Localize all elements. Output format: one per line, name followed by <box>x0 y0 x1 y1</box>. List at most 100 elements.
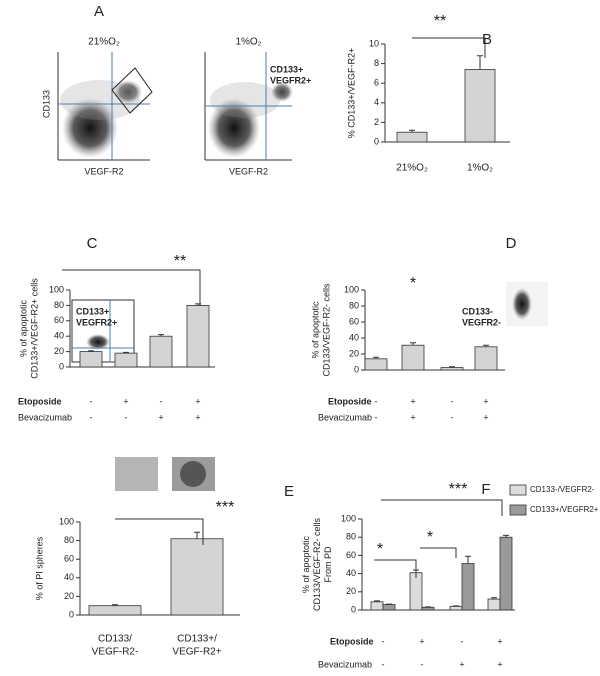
legend-swatch <box>509 504 527 516</box>
error-bar <box>194 531 200 539</box>
error-bar <box>374 600 380 602</box>
x-tick-label: CD133+/VEGF-R2+ <box>172 633 221 657</box>
bar <box>364 358 388 371</box>
treatment-sign: - <box>451 412 454 422</box>
y-tick-label: 80 <box>54 300 64 310</box>
treatment-sign: + <box>410 396 415 406</box>
legend-label: CD133-/VEGFR2- <box>530 485 595 494</box>
error-bar <box>158 334 164 337</box>
bar <box>449 605 463 611</box>
y-tick-label: 8 <box>374 58 379 68</box>
significance: ** <box>174 253 186 270</box>
y-tick-label: 4 <box>374 97 379 107</box>
error-bar <box>483 344 489 347</box>
density <box>271 82 293 102</box>
significance: ** <box>434 13 446 30</box>
density <box>512 288 532 320</box>
y-tick-label: 60 <box>346 550 356 560</box>
y-tick-label: 0 <box>354 364 359 374</box>
y-tick-label: 0 <box>59 361 64 371</box>
treatment-sign: - <box>375 396 378 406</box>
y-tick-label: 100 <box>59 516 74 526</box>
treatment-sign: + <box>483 396 488 406</box>
bar <box>114 352 138 368</box>
y-axis-label: % of apoptoticCD133+/VEGF-R2+ cells <box>19 278 40 379</box>
treatment-sign: - <box>382 636 385 646</box>
error-bar <box>88 350 94 352</box>
density <box>208 98 260 158</box>
y-tick-label: 60 <box>64 554 74 564</box>
treatment-sign: + <box>123 396 128 406</box>
y-tick-label: 6 <box>374 78 379 88</box>
x-axis-label: VEGF-R2 <box>84 166 123 176</box>
bar <box>499 536 513 611</box>
significance: *** <box>216 499 235 516</box>
plot-title: 21%O₂ <box>88 37 120 48</box>
gate-label: CD133+ VEGFR2+ <box>270 65 311 86</box>
error-bar <box>112 604 118 606</box>
legend-label: CD133+/VEGFR2+ <box>530 505 599 514</box>
treatment-sign: - <box>125 412 128 422</box>
panel-letter: E <box>284 483 294 500</box>
y-tick-label: 20 <box>349 348 359 358</box>
bar <box>382 604 396 611</box>
y-tick-label: 0 <box>69 609 74 619</box>
bracket <box>374 559 417 578</box>
bar <box>170 538 224 616</box>
y-axis-label: CD133 <box>41 90 51 118</box>
bar <box>401 344 425 371</box>
error-bar <box>477 55 483 70</box>
y-tick-label: 0 <box>374 136 379 146</box>
bar <box>409 572 423 611</box>
panel-letter: D <box>506 235 517 252</box>
treatment-label: Bevacizumab <box>318 412 372 422</box>
sphere-image <box>115 457 158 491</box>
y-axis-label: % of PI spheres <box>34 536 44 600</box>
y-axis-label: % of apoptoticCD133/VEGF-R2- cellsFrom P… <box>301 517 333 611</box>
bar <box>149 335 173 368</box>
y-tick-label: 40 <box>54 331 64 341</box>
treatment-sign: + <box>497 659 502 669</box>
significance: *** <box>449 481 468 498</box>
y-tick-label: 80 <box>64 535 74 545</box>
treatment-sign: - <box>461 636 464 646</box>
y-tick-label: 80 <box>349 300 359 310</box>
bar <box>370 601 384 611</box>
treatment-label: Etoposide <box>18 396 62 406</box>
treatment-sign: + <box>195 396 200 406</box>
error-bar <box>410 342 416 346</box>
gate <box>111 67 153 114</box>
error-bar <box>449 366 455 368</box>
bar <box>461 563 475 611</box>
significance: * <box>427 529 433 546</box>
flow-plot-1 <box>57 52 153 161</box>
panel-letter: B <box>482 31 492 48</box>
x-tick-label: 21%O₂ <box>396 163 428 174</box>
error-bar <box>491 597 497 600</box>
bar <box>421 606 435 611</box>
treatment-sign: - <box>90 396 93 406</box>
treatment-sign: - <box>375 412 378 422</box>
error-bar <box>465 555 471 564</box>
y-tick-label: 40 <box>346 568 356 578</box>
y-axis-label: % CD133+/VEGF-R2+ <box>346 48 356 139</box>
plot-title: 1%O₂ <box>235 37 261 48</box>
treatment-label: Bevacizumab <box>18 412 72 422</box>
y-tick-label: 0 <box>351 604 356 614</box>
x-tick-label: CD133/VEGF-R2- <box>92 633 139 657</box>
treatment-label: Etoposide <box>330 636 374 646</box>
significance: * <box>377 541 383 558</box>
panel-letter: A <box>94 3 104 20</box>
bar <box>440 367 464 371</box>
bar <box>474 346 498 371</box>
y-tick-label: 2 <box>374 117 379 127</box>
sphere <box>180 461 206 487</box>
x-tick-label: 1%O₂ <box>467 163 493 174</box>
y-tick-label: 60 <box>54 315 64 325</box>
panel-letter: C <box>87 235 98 252</box>
x-axis-label: VEGF-R2 <box>229 166 268 176</box>
bracket <box>412 37 486 58</box>
legend-swatch <box>509 484 527 496</box>
bar <box>396 131 428 143</box>
bracket <box>62 269 201 306</box>
